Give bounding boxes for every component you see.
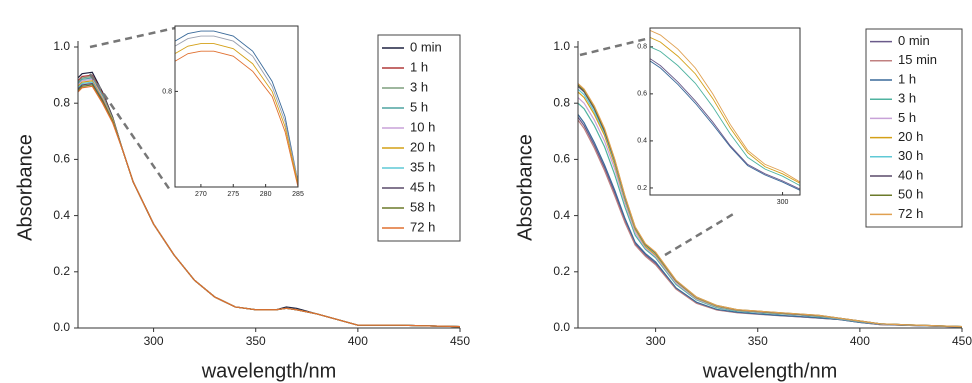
series-line (578, 83, 962, 328)
legend-label: 3 h (410, 79, 428, 94)
y-axis-label: Absorbance (514, 134, 536, 241)
y-axis-label: Absorbance (14, 134, 36, 241)
x-tick-label: 275 (227, 191, 239, 198)
legend-label: 20 h (898, 129, 923, 144)
inset-border (649, 27, 801, 196)
legend-label: 20 h (410, 139, 435, 154)
series-line (650, 29, 800, 183)
y-tick-label: 0.2 (553, 264, 570, 278)
legend-label: 30 h (898, 148, 923, 163)
x-axis-label: wavelength/nm (702, 360, 838, 382)
zoom-guide (664, 211, 736, 257)
x-tick-label: 350 (246, 334, 266, 348)
x-tick-label: 450 (952, 334, 972, 348)
chart-panel: 0.0 0.2 0.4 0.6 0.8 1.0 300 350 400 450 wavelength… (14, 34, 470, 382)
x-tick-label: 350 (748, 334, 768, 348)
legend-label: 72 h (410, 219, 435, 234)
legend-label: 3 h (898, 91, 916, 106)
legend-label: 0 min (410, 39, 442, 54)
y-tick-label: 0.6 (553, 152, 570, 166)
legend-label: 35 h (410, 159, 435, 174)
legend-label: 5 h (410, 99, 428, 114)
y-tick-label: 0.8 (637, 44, 647, 51)
y-tick-label: 0.6 (637, 91, 647, 98)
series-line (175, 43, 298, 185)
series-line (650, 46, 800, 186)
x-axis-label: wavelength/nm (201, 360, 337, 382)
inset-frame (649, 27, 801, 196)
series-line (175, 30, 298, 183)
y-tick-label: 0.2 (53, 264, 70, 278)
series-line (78, 85, 460, 328)
legend-label: 10 h (410, 119, 435, 134)
y-tick-label: 0.4 (637, 138, 647, 145)
x-tick-label: 270 (195, 191, 207, 198)
y-tick-label: 1.0 (53, 39, 70, 53)
y-tick-label: 0.6 (53, 152, 70, 166)
zoom-guide (579, 36, 651, 57)
x-tick-label: 285 (292, 191, 304, 198)
y-tick-label: 0.4 (553, 208, 570, 222)
series-line (175, 50, 298, 187)
legend-label: 40 h (898, 167, 923, 182)
y-tick-label: 1.0 (553, 39, 570, 53)
legend-label: 0 min (898, 33, 930, 48)
legend-label: 1 h (410, 59, 428, 74)
series-line (650, 36, 800, 184)
x-tick-label: 400 (850, 334, 870, 348)
series-line (650, 60, 800, 191)
x-tick-label: 450 (450, 334, 470, 348)
y-tick-label: 0.8 (553, 95, 570, 109)
series-line (650, 58, 800, 190)
y-tick-label: 0.4 (53, 208, 70, 222)
series-line (175, 35, 298, 183)
x-tick-label: 300 (646, 334, 666, 348)
x-tick-label: 300 (777, 199, 789, 206)
inset-border (174, 25, 299, 188)
x-tick-label: 300 (144, 334, 164, 348)
y-tick-label: 0.8 (162, 88, 172, 95)
x-tick-label: 400 (348, 334, 368, 348)
y-tick-label: 0.0 (53, 320, 70, 334)
legend-label: 1 h (898, 71, 916, 86)
legend-label: 58 h (410, 199, 435, 214)
legend-label: 5 h (898, 110, 916, 125)
legend-label: 72 h (898, 206, 923, 221)
legend-label: 15 min (898, 52, 937, 67)
legend-label: 50 h (898, 187, 923, 202)
legend-box (865, 28, 963, 228)
y-tick-label: 0.2 (637, 185, 647, 192)
x-tick-label: 280 (260, 191, 272, 198)
chart-panel: 0.8 270 275 280 285 (162, 25, 304, 198)
zoom-guide (89, 26, 176, 49)
y-tick-label: 0.8 (53, 95, 70, 109)
y-tick-label: 0.0 (553, 320, 570, 334)
chart-panel: 0.2 0.4 0.6 0.8 300 (637, 27, 801, 206)
legend-box (377, 34, 461, 242)
legend-label: 45 h (410, 179, 435, 194)
chart-panel: 0.0 0.2 0.4 0.6 0.8 1.0 300 350 400 450 wavelength… (514, 28, 972, 382)
